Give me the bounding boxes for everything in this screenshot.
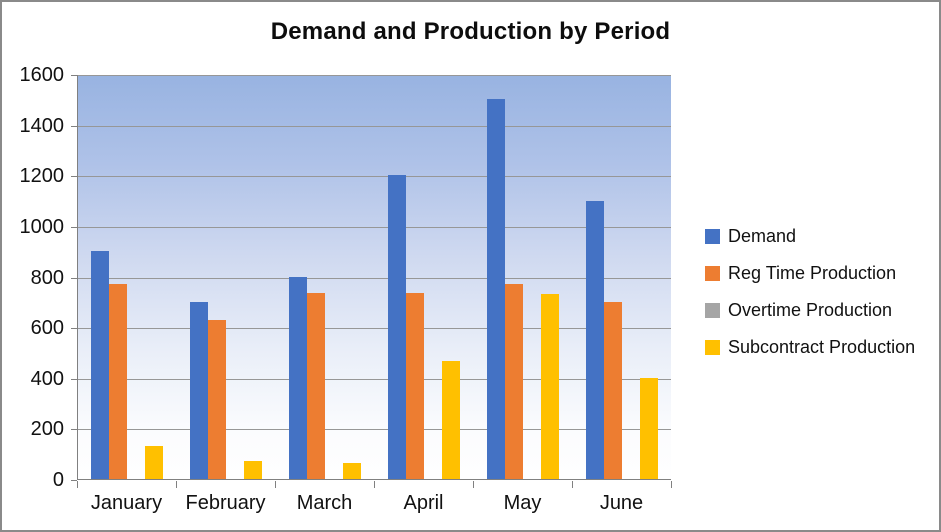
gridline-1000	[78, 226, 671, 228]
y-axis-label-800: 800	[30, 266, 64, 289]
legend: Demand Reg Time Production Overtime Produc…	[705, 225, 915, 373]
x-axis-label-june: June	[599, 492, 644, 514]
gridline-1600	[78, 75, 671, 76]
y-tick-mark	[71, 75, 77, 76]
bar-group-june	[572, 75, 671, 479]
bar-subcontract-production-april	[441, 361, 460, 479]
bar-subcontract-production-february	[244, 461, 263, 479]
legend-swatch-icon	[705, 265, 720, 281]
bar-reg-time-production-april	[405, 293, 424, 479]
legend-item-subcontract-production: Subcontract Production	[705, 336, 915, 358]
bar-groups	[78, 75, 671, 479]
bar-demand-march	[289, 276, 308, 479]
y-tick-mark	[71, 176, 77, 178]
legend-item-overtime-production: Overtime Production	[705, 299, 915, 321]
y-tick-mark	[71, 328, 77, 330]
y-axis-label-1400: 1400	[19, 114, 65, 137]
legend-swatch-icon	[705, 339, 720, 355]
legend-swatch-icon	[705, 228, 720, 244]
x-axis-label-april: April	[403, 492, 444, 514]
gridline-800	[78, 277, 671, 279]
bar-reg-time-production-march	[307, 293, 326, 479]
x-tick-mark	[77, 481, 78, 488]
legend-label: Subcontract Production	[728, 336, 916, 357]
y-axis-label-1600: 1600	[19, 64, 65, 86]
y-axis-label-400: 400	[30, 367, 64, 390]
y-axis-label-1000: 1000	[19, 215, 65, 238]
bar-demand-january	[91, 251, 110, 479]
bar-subcontract-production-june	[639, 377, 658, 479]
y-tick-mark	[71, 277, 77, 279]
bar-demand-february	[190, 301, 209, 479]
y-tick-mark	[71, 125, 77, 127]
x-axis-label-march: March	[296, 492, 353, 514]
x-tick-mark	[374, 481, 375, 488]
legend-label: Demand	[728, 225, 797, 246]
bar-reg-time-production-february	[208, 319, 227, 479]
bar-demand-june	[585, 200, 604, 479]
bar-subcontract-production-march	[343, 462, 362, 479]
bar-reg-time-production-may	[504, 284, 523, 479]
bar-subcontract-production-may	[540, 294, 559, 479]
y-tick-mark	[71, 226, 77, 228]
legend-item-demand: Demand	[705, 225, 915, 247]
bar-reg-time-production-january	[109, 284, 128, 479]
bar-group-april	[374, 75, 473, 479]
y-axis-label-0: 0	[52, 469, 64, 491]
bar-group-january	[78, 75, 177, 479]
bar-subcontract-production-january	[145, 446, 164, 479]
legend-swatch-icon	[705, 302, 720, 318]
x-tick-mark	[473, 481, 474, 488]
legend-label: Overtime Production	[728, 299, 893, 320]
bar-group-february	[177, 75, 276, 479]
bar-demand-april	[387, 175, 406, 479]
bar-demand-may	[486, 99, 505, 479]
y-tick-mark	[71, 429, 77, 431]
x-axis-label-may: May	[503, 492, 542, 514]
x-tick-mark	[275, 481, 276, 488]
legend-label: Reg Time Production	[728, 262, 897, 283]
x-axis-label-january: January	[90, 492, 163, 514]
gridline-600	[78, 328, 671, 330]
gridline-200	[78, 429, 671, 431]
gridline-1400	[78, 125, 671, 127]
gridline-400	[78, 378, 671, 380]
bar-reg-time-production-june	[603, 301, 622, 479]
y-tick-mark	[71, 378, 77, 380]
chart-title: Demand and Production by Period	[270, 18, 671, 45]
gridline-1200	[78, 176, 671, 178]
y-axis-label-600: 600	[30, 317, 64, 340]
x-tick-mark	[572, 481, 573, 488]
y-tick-mark	[71, 480, 77, 481]
y-axis-label-1200: 1200	[19, 165, 65, 188]
bar-group-may	[473, 75, 572, 479]
x-tick-mark	[176, 481, 177, 488]
x-tick-mark	[671, 481, 672, 488]
bar-group-march	[276, 75, 375, 479]
plot-area	[77, 75, 671, 480]
y-axis-label-200: 200	[30, 418, 64, 441]
x-axis-label-february: February	[185, 492, 266, 514]
legend-item-reg-time-production: Reg Time Production	[705, 262, 915, 284]
